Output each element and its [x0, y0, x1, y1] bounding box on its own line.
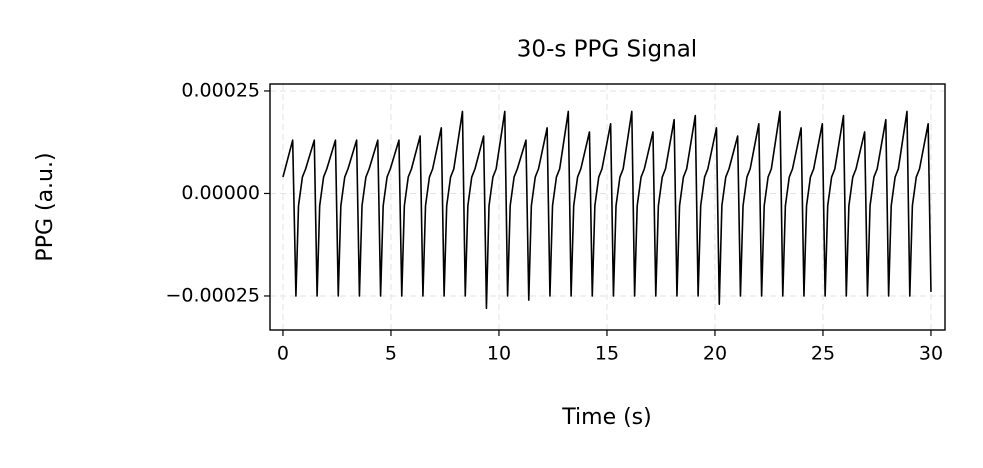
chart-title: 30-s PPG Signal	[517, 37, 697, 63]
signal-line	[282, 110, 932, 310]
x-axis-label: Time (s)	[561, 405, 651, 430]
x-tick-label: 0	[277, 343, 289, 365]
y-tick-label: −0.00025	[166, 284, 261, 306]
y-axis-label: PPG (a.u.)	[33, 152, 58, 261]
y-tick-label: 0.00025	[181, 79, 260, 101]
x-tick-label: 10	[487, 343, 511, 365]
x-tick-label: 5	[385, 343, 397, 365]
x-tick-label: 30	[919, 343, 943, 365]
x-tick-label: 20	[703, 343, 727, 365]
x-tick-label: 25	[811, 343, 835, 365]
y-tick-label: 0.00000	[181, 182, 260, 204]
x-tick-label: 15	[595, 343, 619, 365]
plot-frame	[269, 83, 946, 331]
